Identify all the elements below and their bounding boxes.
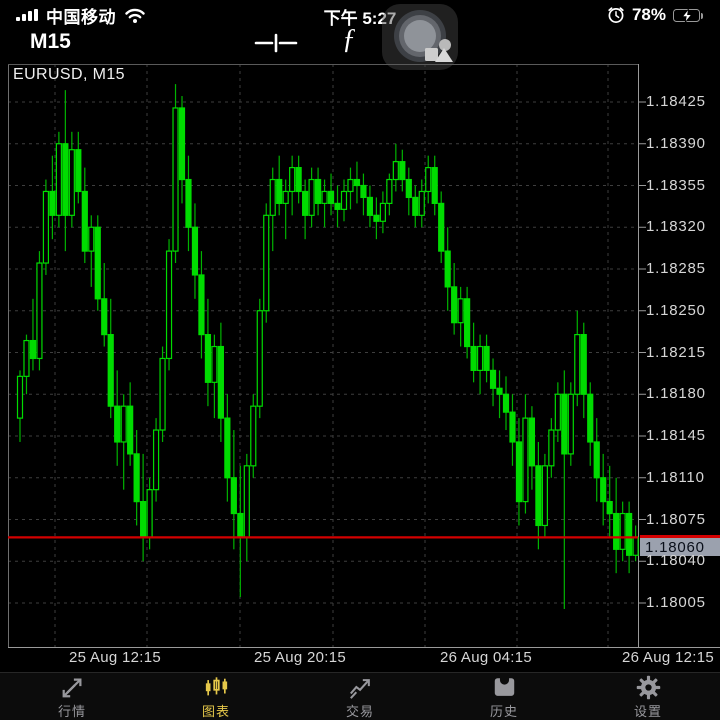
- time-axis-label: 26 Aug 04:15: [439, 649, 533, 666]
- timeframe-button[interactable]: M15: [30, 30, 71, 53]
- price-axis-label: 1.18040: [646, 552, 706, 570]
- objects-shapes-icon[interactable]: [424, 37, 458, 63]
- time-axis: 25 Aug 12:15 25 Aug 20:15 26 Aug 04:15 26 A…: [0, 649, 720, 669]
- trade-trend-icon: [349, 679, 370, 699]
- clock-label: 下午 5:27: [323, 9, 397, 28]
- quotes-arrows-icon: [62, 678, 81, 698]
- tab-settings[interactable]: 设置: [576, 673, 720, 720]
- tab-quotes[interactable]: 行情: [0, 673, 144, 720]
- chart-canvas: [8, 64, 720, 653]
- battery-percent-label: 78%: [631, 5, 666, 24]
- indicators-function-icon[interactable]: ƒ: [342, 24, 356, 55]
- candlestick-chart-icon: [205, 677, 227, 696]
- candlestick-chart[interactable]: EURUSD, M15: [8, 64, 720, 653]
- price-axis-label: 1.18355: [646, 176, 706, 194]
- alarm-clock-icon: [608, 7, 624, 23]
- current-price-tag: 1.18060: [640, 535, 720, 557]
- price-axis-label: 1.18320: [646, 218, 706, 236]
- tab-charts[interactable]: 图表: [144, 673, 288, 720]
- chart-toolbar: M15 ƒ: [0, 4, 720, 70]
- price-axis-label: 1.18180: [646, 385, 706, 403]
- price-axis: 1.18060 1.18425 1.18390 1.18355 1.18320 1.18…: [640, 64, 720, 648]
- tab-label: 交易: [345, 704, 374, 719]
- price-axis-label: 1.18145: [646, 427, 706, 444]
- time-axis-label: 25 Aug 12:15: [68, 649, 162, 666]
- status-bar: 中国移动 下午 5:27 78%: [0, 0, 720, 28]
- wifi-icon: [125, 8, 145, 23]
- tab-label: 历史: [489, 704, 518, 719]
- crosshair-icon[interactable]: [253, 31, 299, 57]
- price-axis-label: 1.18425: [646, 93, 706, 110]
- time-axis-label: 26 Aug 12:15: [621, 649, 715, 666]
- tab-label: 图表: [201, 704, 230, 719]
- price-axis-label: 1.18005: [646, 594, 706, 611]
- time-axis-label: 25 Aug 20:15: [253, 649, 347, 666]
- symbol-label: EURUSD, M15: [13, 66, 125, 83]
- price-axis-label: 1.18215: [646, 343, 706, 361]
- price-axis-label: 1.18110: [646, 468, 705, 486]
- cellular-signal-icon: [16, 9, 38, 21]
- settings-gear-icon: [636, 675, 660, 700]
- price-axis-label: 1.18250: [646, 301, 706, 319]
- tab-label: 设置: [633, 704, 662, 719]
- tab-label: 行情: [57, 704, 86, 719]
- tab-trade[interactable]: 交易: [288, 673, 432, 720]
- price-axis-label: 1.18390: [646, 134, 706, 152]
- carrier-label: 中国移动: [46, 7, 116, 27]
- bottom-tab-bar: 行情 图表 交易: [0, 672, 720, 720]
- history-tray-icon: [494, 678, 514, 696]
- assistive-touch-button[interactable]: [382, 4, 458, 70]
- battery-charging-icon: [673, 8, 703, 23]
- tab-history[interactable]: 历史: [432, 673, 576, 720]
- price-axis-label: 1.18285: [646, 260, 706, 277]
- price-axis-label: 1.18075: [646, 510, 706, 528]
- charging-bolt-icon: [681, 8, 693, 23]
